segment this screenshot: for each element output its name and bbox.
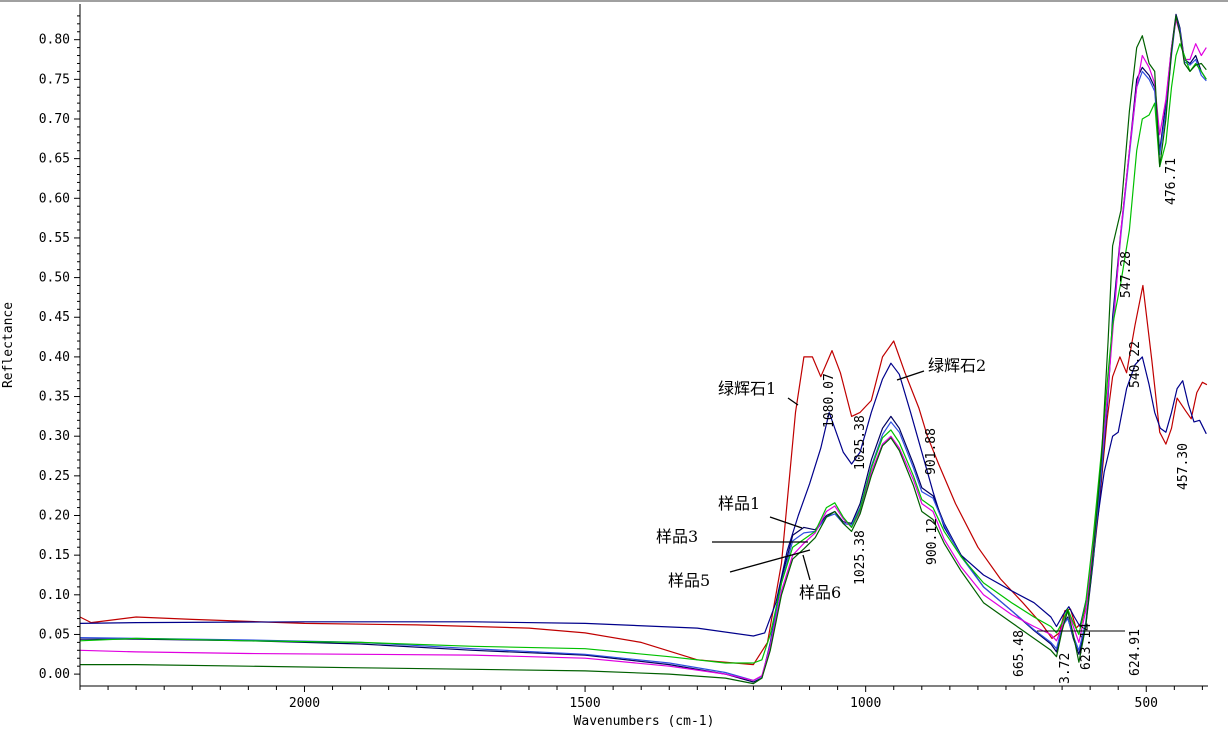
y-tick-label: 0.50 [39, 271, 70, 286]
peak-label: 540.22 [1128, 341, 1143, 388]
series-line-2 [79, 356, 1207, 637]
y-tick-label: 0.75 [39, 72, 70, 87]
x-tick-label: 1500 [569, 696, 600, 711]
y-tick-label: 0.40 [39, 350, 70, 365]
annotation-leader [896, 370, 925, 381]
peak-labels: 1080.07 1025.38 901.88 1025.38 900.12 665.48 3… [822, 158, 1191, 684]
peak-label: 665.48 [1012, 630, 1027, 677]
series-line-6 [79, 43, 1207, 664]
y-tick-label: 0.25 [39, 469, 70, 484]
peak-label: 476.71 [1164, 158, 1179, 205]
curve-annotation: 绿辉石1 [718, 379, 776, 398]
y-tick-label: 0.00 [39, 667, 70, 682]
y-tick-label: 0.30 [39, 429, 70, 444]
peak-label: 547.28 [1119, 251, 1134, 298]
peak-label: 901.88 [924, 428, 939, 475]
annotation-leader [729, 549, 811, 573]
peak-label: 1080.07 [822, 373, 837, 428]
y-tick-label: 0.65 [39, 152, 70, 167]
series-line-4 [79, 16, 1207, 682]
series-line-7 [80, 15, 1207, 685]
annotation-leader [769, 516, 803, 529]
y-tick-label: 0.10 [39, 588, 70, 603]
x-tick-label: 2000 [289, 696, 320, 711]
y-tick-label: 0.35 [39, 390, 70, 405]
peak-label: 623.14 [1079, 623, 1094, 670]
series-line-5 [79, 19, 1207, 682]
curve-annotation: 绿辉石2 [928, 356, 986, 375]
y-tick-label: 0.70 [39, 112, 70, 127]
x-tick-label: 500 [1135, 696, 1158, 711]
x-axis-label: Wavenumbers (cm-1) [574, 714, 715, 729]
series-line-3 [80, 13, 1207, 683]
peak-label: 1025.38 [853, 415, 868, 470]
curve-annotations: 绿辉石1 绿辉石2 样品1 样品3 样品5 样品6 [656, 356, 986, 602]
curve-annotation: 样品3 [656, 527, 698, 546]
axis-ticks: 0.00 0.05 0.10 0.15 0.20 0.25 0.30 0.35 0.40 0.45… [39, 15, 1203, 711]
curve-annotation: 样品1 [718, 494, 760, 513]
curve-annotation: 样品5 [668, 571, 710, 590]
y-tick-label: 0.05 [39, 627, 70, 642]
y-tick-label: 0.20 [39, 509, 70, 524]
peak-label: 900.12 [925, 518, 940, 565]
peak-label: 457.30 [1176, 443, 1191, 490]
y-tick-label: 0.45 [39, 310, 70, 325]
peak-label: 1025.38 [853, 530, 868, 585]
series-line-1 [79, 284, 1208, 666]
peak-label: 3.72 [1058, 653, 1073, 684]
annotation-leader [802, 554, 811, 581]
annotation-leader [787, 397, 799, 406]
y-tick-label: 0.55 [39, 231, 70, 246]
y-axis-label: Reflectance [1, 302, 16, 388]
y-tick-label: 0.15 [39, 548, 70, 563]
plot-area [79, 13, 1208, 685]
curve-annotation: 样品6 [799, 583, 841, 602]
y-tick-label: 0.60 [39, 191, 70, 206]
y-tick-label: 0.80 [39, 33, 70, 48]
x-tick-label: 1000 [850, 696, 881, 711]
peak-label: 624.91 [1128, 629, 1143, 676]
